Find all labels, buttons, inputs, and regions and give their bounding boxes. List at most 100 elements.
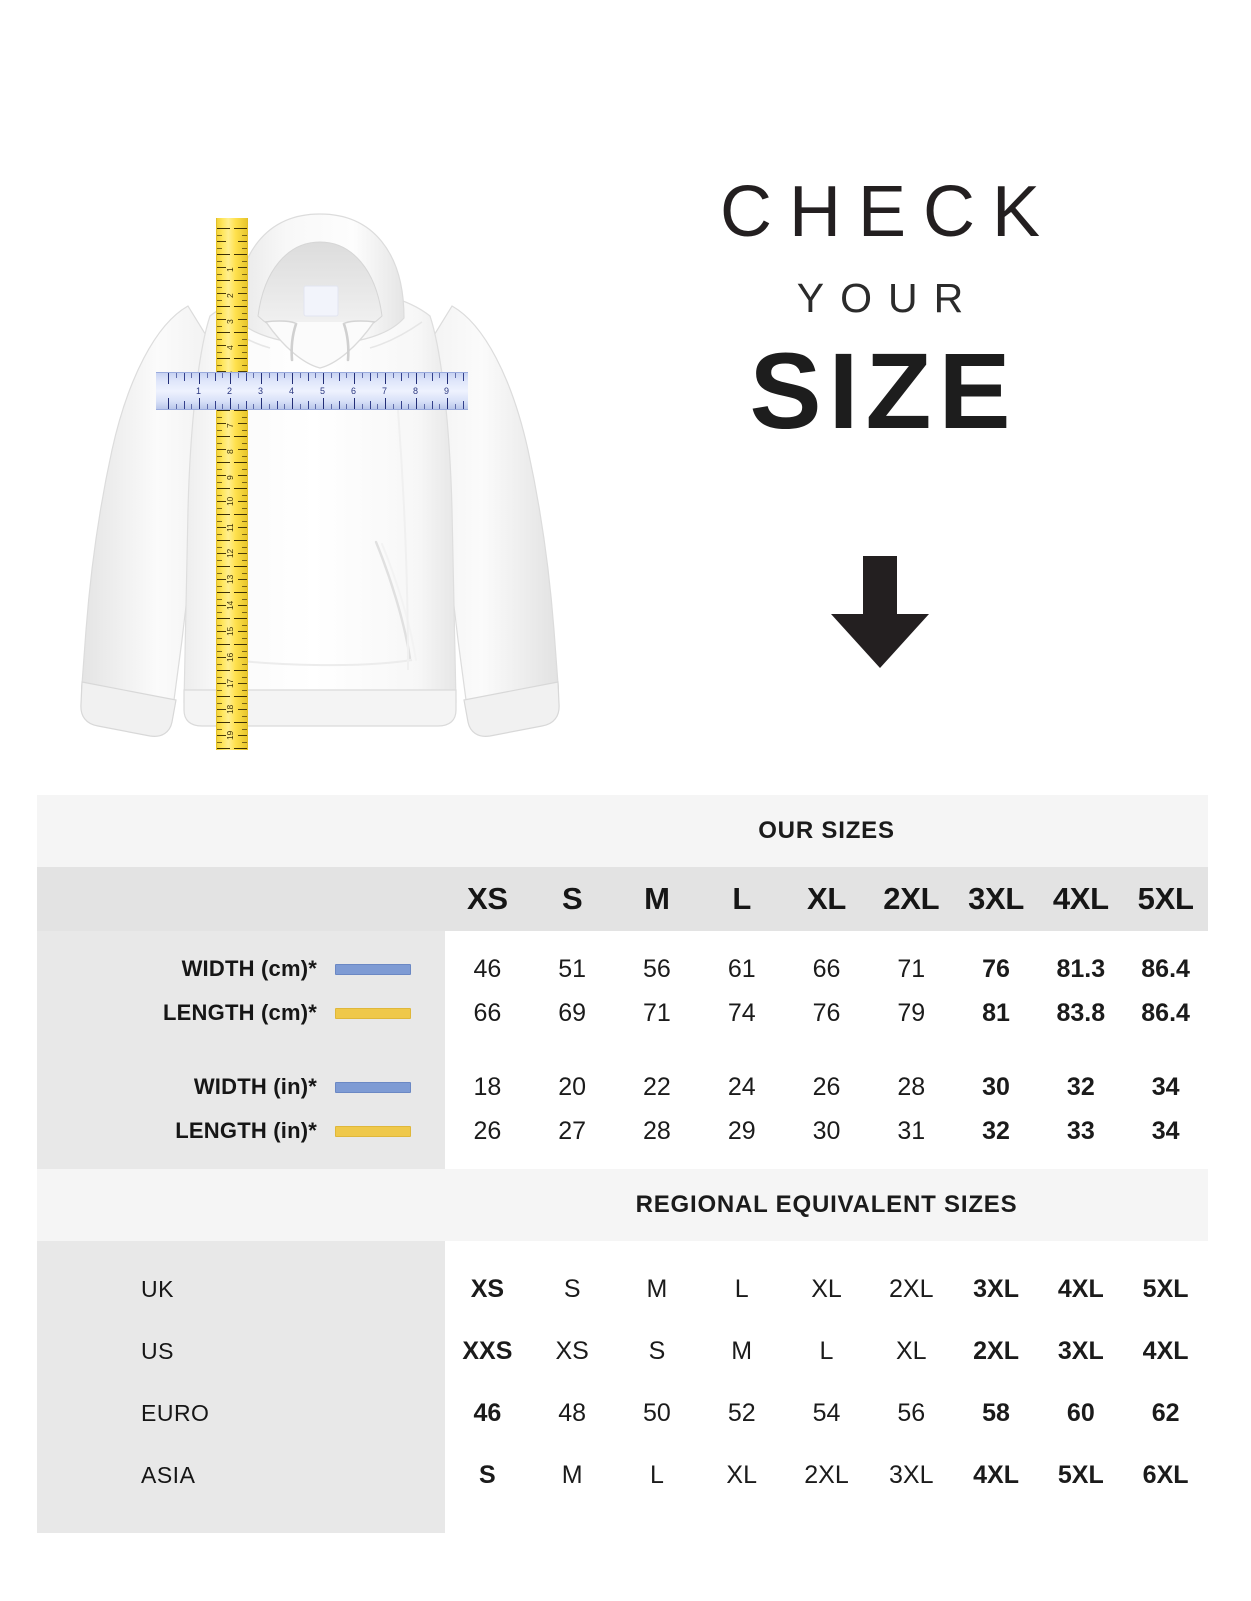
tape-number: 4 [225, 345, 235, 350]
headline-line-check: CHECK [719, 172, 1058, 252]
section-title: OUR SIZES [758, 817, 895, 844]
table-cell: 28 [614, 1109, 700, 1153]
table-cell: 34 [1123, 1109, 1208, 1153]
row-label-cell: US [37, 1329, 445, 1373]
table-cell: 60 [1038, 1391, 1124, 1435]
table-cell: XS [529, 1329, 615, 1373]
table-cell: 26 [784, 1065, 869, 1109]
row-label: WIDTH (in)* [193, 1074, 317, 1099]
ruler-number: 1 [196, 386, 202, 396]
row-label: LENGTH (cm)* [163, 1000, 317, 1025]
table-cell: 71 [614, 991, 700, 1035]
blue-ruler-horizontal: 1 2 3 4 5 6 7 8 9 [156, 372, 468, 410]
ruler-number: 3 [258, 386, 264, 396]
tape-number: 2 [225, 293, 235, 298]
tape-number: 3 [225, 319, 235, 324]
table-cell: 2XL [953, 1329, 1039, 1373]
table-row: ASIA S M L XL 2XL 3XL 4XL 5XL 6XL [37, 1453, 1208, 1497]
row-gap [37, 1435, 1208, 1453]
table-cell: 83.8 [1038, 991, 1124, 1035]
table-cell: 56 [868, 1391, 954, 1435]
row-label-cell: UK [37, 1267, 445, 1311]
table-cell: 29 [699, 1109, 785, 1153]
tape-number: 8 [225, 449, 235, 454]
table-cell: 62 [1123, 1391, 1208, 1435]
header-label-spacer [37, 867, 445, 931]
tape-number: 16 [225, 652, 235, 662]
table-cell: 34 [1123, 1065, 1208, 1109]
table-row: LENGTH (cm)* 66 69 71 74 76 79 81 83.8 86.4 [37, 991, 1208, 1035]
table-cell: 2XL [868, 1267, 954, 1311]
ruler-number: 5 [320, 386, 326, 396]
row-label-cell: LENGTH (in)* [37, 1109, 445, 1153]
tape-number: 10 [225, 496, 235, 506]
table-cell: 26 [445, 1109, 530, 1153]
table-cell: 66 [445, 991, 530, 1035]
table-cell: L [614, 1453, 700, 1497]
headline-line-your: YOUR [796, 275, 980, 321]
table-cell: 31 [868, 1109, 954, 1153]
table-cell: XXS [445, 1329, 530, 1373]
table-cell: 81 [953, 991, 1039, 1035]
column-header-s: S [561, 881, 583, 916]
row-group-top-spacer [37, 931, 1208, 947]
hero-section: 1234567891011121314151617181920 12345678… [0, 0, 1251, 790]
table-row: UK XS S M L XL 2XL 3XL 4XL 5XL [37, 1267, 1208, 1311]
tape-number: 19 [225, 730, 235, 740]
table-cell: 32 [1038, 1065, 1124, 1109]
table-cell: L [784, 1329, 869, 1373]
table-cell: XL [868, 1329, 954, 1373]
table-cell: M [614, 1267, 700, 1311]
table-cell: 48 [529, 1391, 615, 1435]
table-cell: 30 [953, 1065, 1039, 1109]
arrow-down-icon [600, 552, 1160, 672]
table-cell: 24 [699, 1065, 785, 1109]
table-cell: 28 [868, 1065, 954, 1109]
ruler-number: 6 [351, 386, 357, 396]
table-cell: 33 [1038, 1109, 1124, 1153]
table-cell: 2XL [784, 1453, 869, 1497]
section-title: REGIONAL EQUIVALENT SIZES [635, 1191, 1018, 1218]
column-header-xl: XL [806, 881, 846, 916]
tape-number: 9 [225, 475, 235, 480]
table-cell: 86.4 [1123, 947, 1208, 991]
table-cell: 3XL [1038, 1329, 1124, 1373]
row-label-cell: ASIA [37, 1453, 445, 1497]
table-cell: 46 [445, 1391, 530, 1435]
length-color-swatch [335, 1125, 411, 1137]
tape-number: 1 [225, 267, 235, 272]
size-chart-table: OUR SIZES XS S M L XL 2XL 3XL 4XL 5XL WIDTH (cm)* 4… [37, 795, 1208, 1533]
column-header-2xl: 2XL [883, 881, 940, 916]
table-cell: 5XL [1038, 1453, 1124, 1497]
table-cell: 61 [699, 947, 785, 991]
table-cell: 76 [784, 991, 869, 1035]
table-cell: 4XL [1123, 1329, 1208, 1373]
row-group-bottom-spacer [37, 1497, 1208, 1533]
column-header-row: XS S M L XL 2XL 3XL 4XL 5XL [37, 867, 1208, 931]
length-color-swatch [335, 1007, 411, 1019]
row-label-cell: WIDTH (in)* [37, 1065, 445, 1109]
table-row: WIDTH (cm)* 46 51 56 61 66 71 76 81.3 86.4 [37, 947, 1208, 991]
tape-number: 13 [225, 574, 235, 584]
table-cell: 18 [445, 1065, 530, 1109]
table-cell: 71 [868, 947, 954, 991]
ruler-number: 8 [413, 386, 419, 396]
table-row: WIDTH (in)* 18 20 22 24 26 28 30 32 34 [37, 1065, 1208, 1109]
table-row: EURO 46 48 50 52 54 56 58 60 62 [37, 1391, 1208, 1435]
table-cell: S [445, 1453, 530, 1497]
row-label-cell: WIDTH (cm)* [37, 947, 445, 991]
row-label: UK [141, 1275, 174, 1302]
table-cell: 74 [699, 991, 785, 1035]
column-header-3xl: 3XL [968, 881, 1025, 916]
table-cell: XS [445, 1267, 530, 1311]
section-title-band: OUR SIZES [37, 795, 1208, 867]
table-cell: 76 [953, 947, 1039, 991]
ruler-number: 9 [444, 386, 450, 396]
table-cell: 5XL [1123, 1267, 1208, 1311]
table-row: LENGTH (in)* 26 27 28 29 30 31 32 33 34 [37, 1109, 1208, 1153]
table-cell: 54 [784, 1391, 869, 1435]
row-label: LENGTH (in)* [175, 1118, 317, 1143]
row-label-cell: EURO [37, 1391, 445, 1435]
table-cell: 86.4 [1123, 991, 1208, 1035]
table-cell: 6XL [1123, 1453, 1208, 1497]
